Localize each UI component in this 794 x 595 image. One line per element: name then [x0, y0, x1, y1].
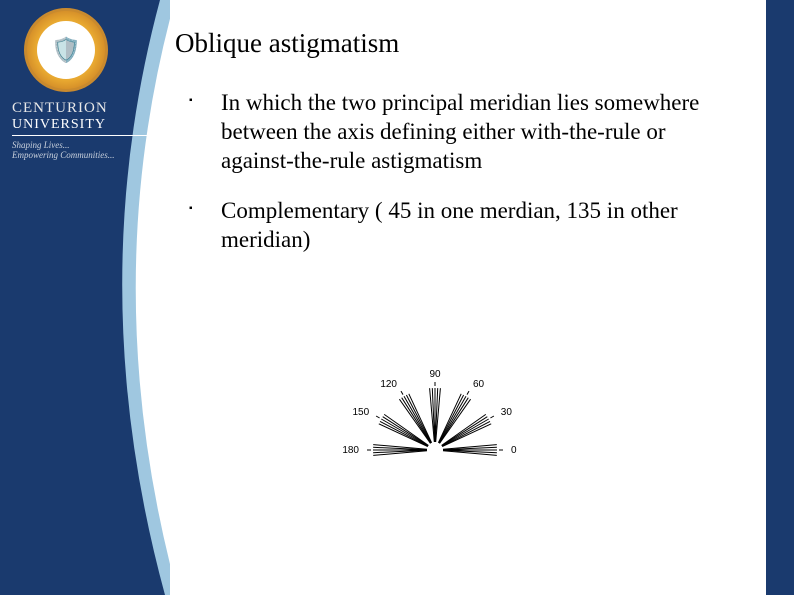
svg-text:60: 60	[473, 379, 485, 390]
logo-emblem: 🛡️	[37, 21, 95, 79]
sidebar-curve	[0, 0, 170, 595]
slide: { "border_color": "#1a3a6e", "curve_colo…	[0, 0, 794, 595]
fan-dial-diagram: 0 30 60 90 120 150 180	[300, 340, 570, 530]
slide-title: Oblique astigmatism	[175, 28, 735, 59]
svg-text:120: 120	[380, 379, 397, 390]
right-border	[766, 0, 794, 595]
university-name-line2: UNIVERSITY	[12, 117, 152, 136]
university-tagline-2: Empowering Communities...	[12, 150, 152, 160]
university-logo: 🛡️	[24, 8, 108, 92]
content-area: Oblique astigmatism In which the two pri…	[175, 28, 735, 277]
university-name-line1: CENTURION	[12, 100, 152, 117]
bullet-item: In which the two principal meridian lies…	[189, 89, 735, 175]
svg-text:180: 180	[342, 445, 359, 456]
bullet-list: In which the two principal meridian lies…	[175, 89, 735, 255]
svg-text:90: 90	[429, 369, 441, 380]
bullet-item: Complementary ( 45 in one merdian, 135 i…	[189, 197, 735, 255]
svg-text:150: 150	[353, 407, 370, 418]
svg-text:0: 0	[511, 445, 517, 456]
university-tagline-1: Shaping Lives...	[12, 140, 152, 150]
university-name-block: CENTURION UNIVERSITY Shaping Lives... Em…	[12, 100, 152, 160]
svg-text:30: 30	[501, 407, 513, 418]
